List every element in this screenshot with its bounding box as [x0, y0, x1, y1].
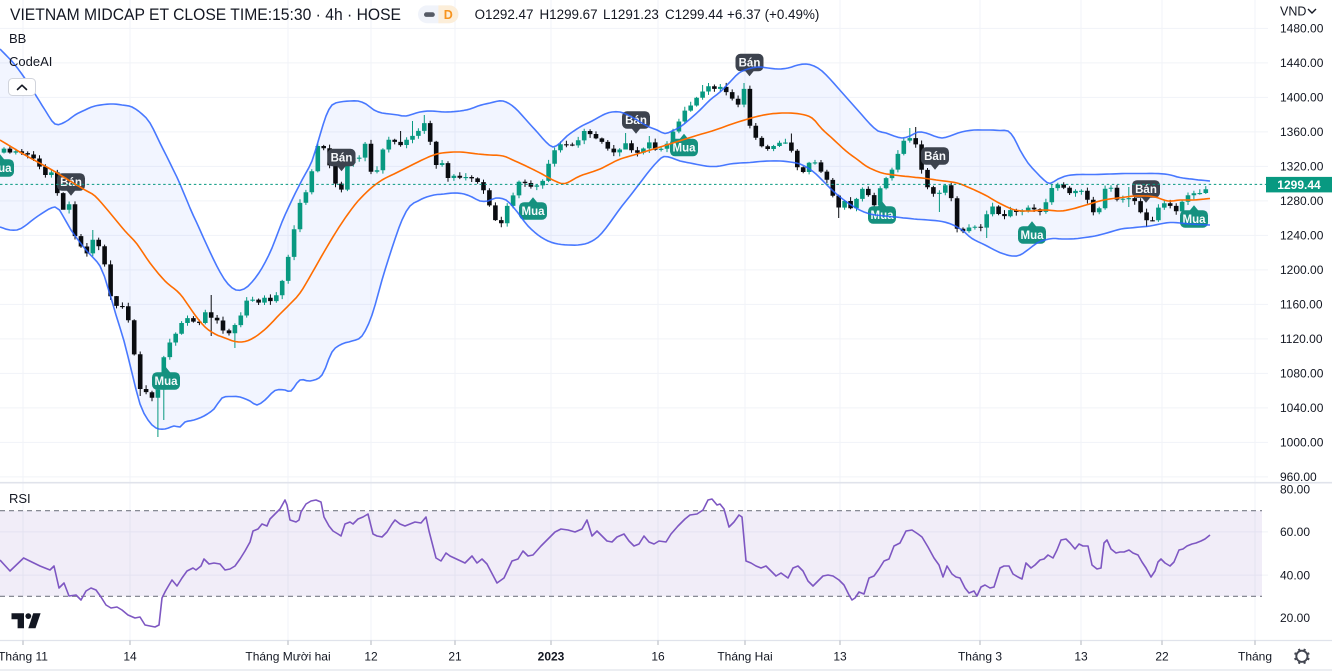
- svg-text:1000.00: 1000.00: [1280, 436, 1324, 450]
- svg-text:80.00: 80.00: [1280, 483, 1310, 497]
- svg-text:960.00: 960.00: [1280, 470, 1317, 484]
- svg-text:Bán: Bán: [1135, 184, 1157, 196]
- svg-text:BB: BB: [9, 31, 26, 46]
- svg-text:Bán: Bán: [331, 153, 353, 165]
- svg-text:RSI: RSI: [9, 491, 31, 506]
- svg-text:1080.00: 1080.00: [1280, 367, 1324, 381]
- svg-text:1440.00: 1440.00: [1280, 56, 1324, 70]
- svg-text:O1292.47: O1292.47: [475, 7, 534, 22]
- svg-text:Mua: Mua: [0, 163, 12, 175]
- svg-text:2023: 2023: [538, 650, 565, 664]
- svg-text:Mua: Mua: [1183, 214, 1207, 226]
- svg-text:40.00: 40.00: [1280, 568, 1310, 582]
- svg-text:13: 13: [1074, 650, 1088, 664]
- svg-text:Tháng Hai: Tháng Hai: [717, 650, 772, 664]
- svg-text:21: 21: [448, 650, 462, 664]
- svg-text:Mua: Mua: [1021, 230, 1045, 242]
- svg-text:Bán: Bán: [739, 58, 761, 70]
- svg-text:Tháng 11: Tháng 11: [0, 650, 48, 664]
- svg-text:L1291.23: L1291.23: [603, 7, 659, 22]
- svg-text:Bán: Bán: [60, 177, 82, 189]
- svg-text:Tháng Mười hai: Tháng Mười hai: [245, 650, 330, 664]
- svg-text:12: 12: [364, 650, 378, 664]
- svg-text:1280.00: 1280.00: [1280, 194, 1324, 208]
- svg-text:1040.00: 1040.00: [1280, 401, 1324, 415]
- svg-text:14: 14: [123, 650, 137, 664]
- svg-text:1320.00: 1320.00: [1280, 160, 1324, 174]
- svg-text:1120.00: 1120.00: [1280, 332, 1323, 346]
- svg-text:H1299.67: H1299.67: [540, 7, 598, 22]
- svg-text:Mua: Mua: [673, 143, 697, 155]
- svg-text:Bán: Bán: [924, 151, 946, 163]
- svg-text:VND: VND: [1280, 5, 1306, 19]
- svg-text:13: 13: [833, 650, 847, 664]
- svg-text:CodeAI: CodeAI: [9, 54, 52, 69]
- svg-text:C1299.44: C1299.44: [665, 7, 724, 22]
- svg-text:Bán: Bán: [625, 115, 647, 127]
- svg-text:22: 22: [1155, 650, 1169, 664]
- svg-text:1240.00: 1240.00: [1280, 229, 1324, 243]
- svg-text:Mua: Mua: [155, 376, 179, 388]
- svg-text:Tháng 3: Tháng 3: [958, 650, 1002, 664]
- svg-text:D: D: [444, 8, 453, 22]
- svg-text:1160.00: 1160.00: [1280, 298, 1323, 312]
- svg-text:16: 16: [651, 650, 665, 664]
- svg-text:VIETNAM MIDCAP ET CLOSE TIME:1: VIETNAM MIDCAP ET CLOSE TIME:15:30 · 4h …: [10, 5, 401, 24]
- svg-text:20.00: 20.00: [1280, 611, 1310, 625]
- svg-text:60.00: 60.00: [1280, 525, 1310, 539]
- svg-text:1480.00: 1480.00: [1280, 22, 1324, 36]
- svg-text:Mua: Mua: [522, 206, 546, 218]
- svg-text:1200.00: 1200.00: [1280, 263, 1324, 277]
- svg-text:+6.37 (+0.49%): +6.37 (+0.49%): [727, 7, 819, 22]
- svg-text:1400.00: 1400.00: [1280, 91, 1324, 105]
- svg-text:Tháng: Tháng: [1238, 650, 1272, 664]
- svg-text:1360.00: 1360.00: [1280, 125, 1324, 139]
- svg-text:1299.44: 1299.44: [1277, 178, 1321, 192]
